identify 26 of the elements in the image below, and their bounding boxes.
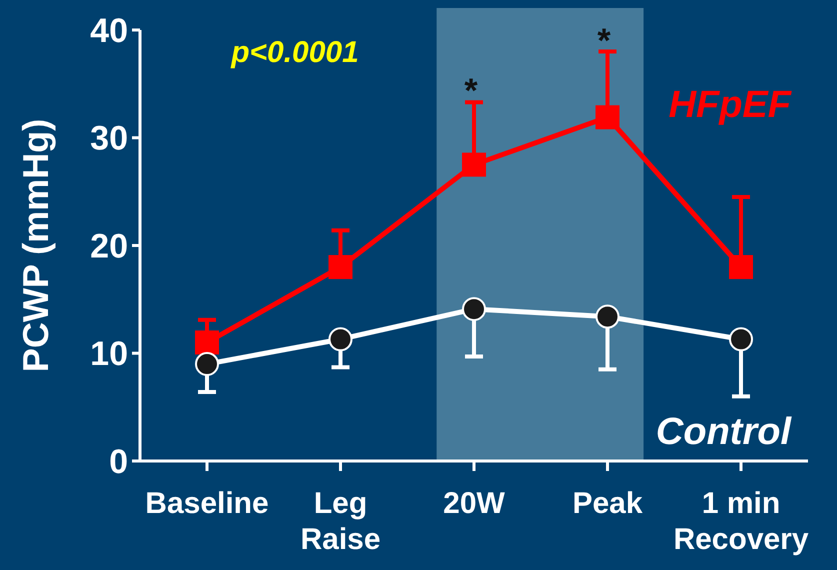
- point: [328, 255, 352, 280]
- y-tick-label: 20: [90, 227, 128, 266]
- point: [596, 105, 620, 130]
- point: [195, 352, 219, 376]
- x-tick-label: Baseline: [145, 487, 269, 520]
- annotation: *: [597, 22, 612, 60]
- point: [328, 327, 352, 352]
- point: [596, 304, 620, 329]
- annotation: *: [464, 72, 478, 110]
- y-tick-label: 0: [109, 442, 128, 481]
- point: [462, 297, 486, 322]
- x-tick-label: 1 min Recovery: [673, 487, 809, 556]
- point: [462, 152, 486, 177]
- y-tick-label: 40: [90, 12, 128, 50]
- annotation: p<0.0001: [230, 36, 359, 69]
- y-axis-title: PCWP (mmHg): [15, 118, 56, 372]
- x-tick-label: Peak: [572, 487, 643, 520]
- y-tick-label: 30: [90, 120, 128, 158]
- y-tick-label: 10: [90, 335, 128, 374]
- series-label: HFpEF: [668, 84, 793, 126]
- point: [195, 330, 219, 354]
- point: [729, 255, 753, 280]
- text: Control: [656, 411, 792, 454]
- x-tick-label: 20W: [443, 487, 506, 520]
- point: [729, 327, 753, 352]
- x-tick-label: Leg Raise: [300, 487, 381, 556]
